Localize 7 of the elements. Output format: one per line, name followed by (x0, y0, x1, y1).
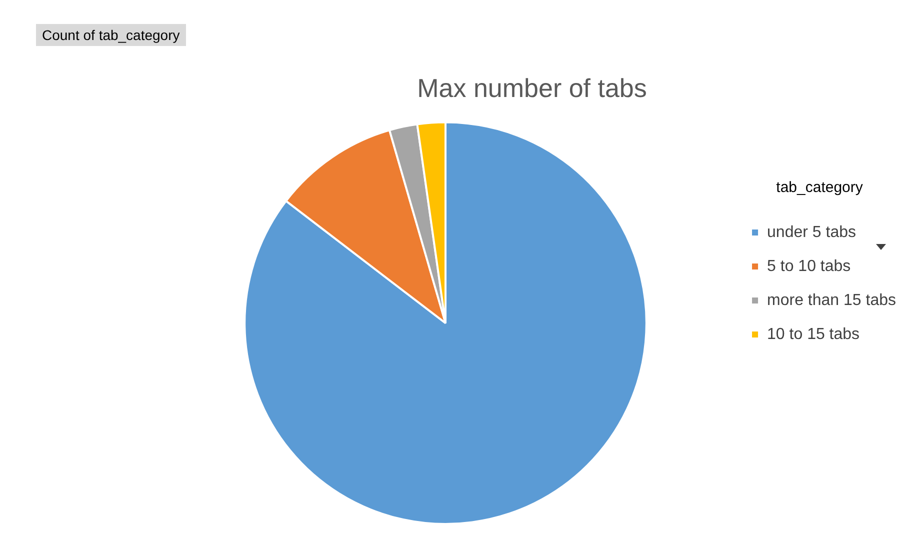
legend-label: 5 to 10 tabs (767, 258, 851, 275)
chart-title: Max number of tabs (417, 72, 647, 103)
text: Count of tab_category (36, 24, 186, 46)
legend-label: 10 to 15 tabs (767, 326, 860, 343)
legend-title: tab_category (776, 179, 864, 196)
legend-label: more than 15 tabs (767, 292, 896, 309)
legend-label: under 5 tabs (767, 224, 856, 241)
